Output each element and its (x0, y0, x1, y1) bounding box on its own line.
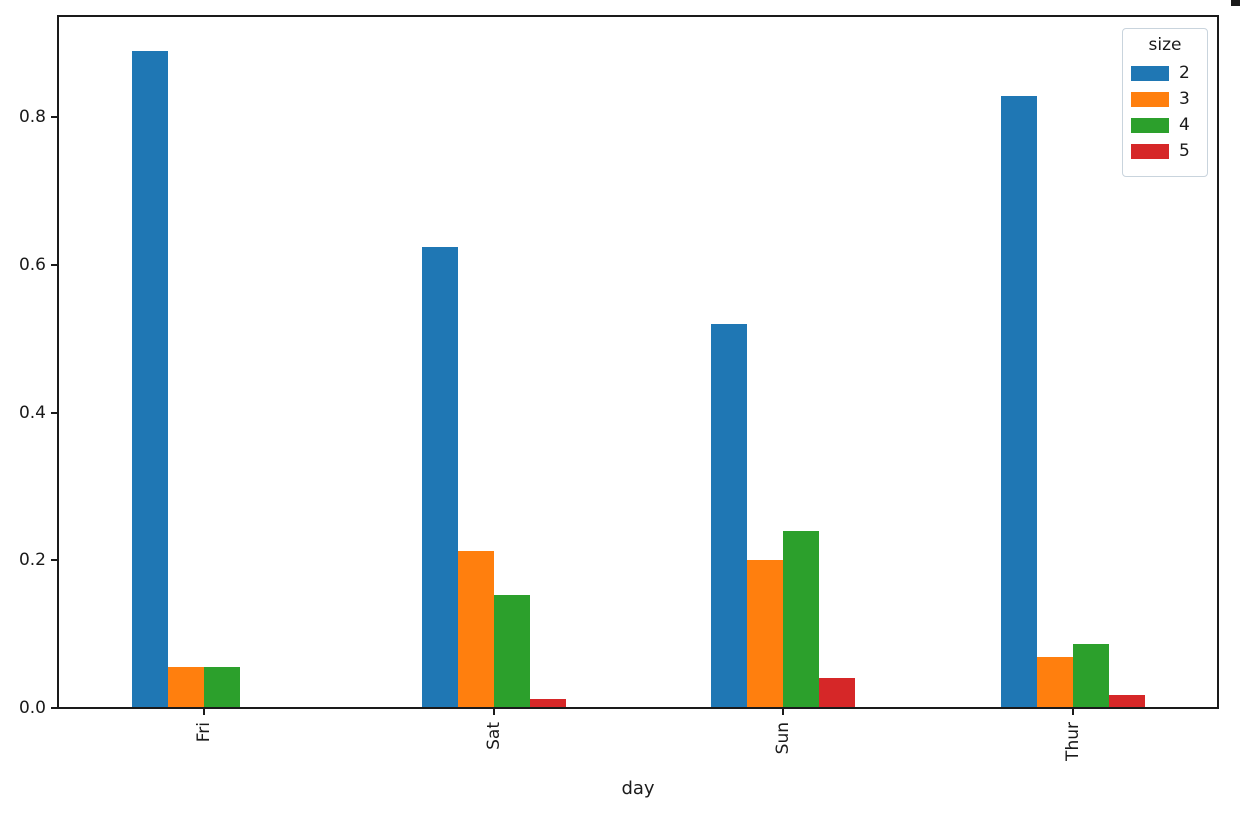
y-tick-label: 0.8 (18, 107, 46, 128)
legend-title: size (1148, 35, 1182, 55)
legend-entry-5: 5 (1131, 143, 1199, 160)
y-tick-mark (51, 559, 58, 562)
x-tick-label-sun: Sun (773, 722, 794, 755)
bar-size3-thur (1037, 657, 1074, 708)
x-tick-mark (782, 709, 785, 715)
bar-size3-fri (167, 666, 204, 708)
bar-size5-sun (819, 678, 856, 708)
bar-size4-fri (203, 666, 240, 708)
bar-size4-thur (1073, 644, 1110, 708)
x-axis-label: day (621, 778, 655, 799)
y-tick-label: 0.4 (18, 402, 46, 423)
legend: size 2 3 4 5 (1122, 28, 1208, 177)
bar-size5-sat (529, 699, 566, 708)
y-tick-label: 0.0 (18, 698, 46, 718)
bar-size3-sun (747, 560, 784, 708)
y-tick-label: 0.2 (18, 550, 46, 571)
x-tick-label-thur: Thur (1063, 722, 1084, 761)
left-spine (57, 15, 59, 709)
x-tick-mark (492, 709, 495, 715)
legend-swatch-2 (1131, 66, 1169, 81)
legend-swatch-3 (1131, 92, 1169, 107)
bottom-spine (57, 707, 1219, 709)
legend-label: 4 (1179, 115, 1190, 135)
right-spine (1217, 15, 1219, 709)
legend-entries: 2 3 4 5 (1131, 65, 1199, 160)
legend-label: 2 (1179, 63, 1190, 83)
legend-label: 3 (1179, 89, 1190, 109)
x-tick-label-fri: Fri (193, 722, 214, 743)
y-tick-label: 0.6 (18, 254, 46, 275)
bar-size4-sat (493, 595, 530, 708)
bar-size2-fri (131, 51, 168, 708)
bar-size3-sat (457, 551, 494, 708)
y-tick-mark (51, 263, 58, 266)
bar-size2-sun (711, 323, 748, 708)
top-spine (57, 15, 1219, 17)
screen-corner-artifact (1231, 0, 1240, 6)
bar-size5-thur (1109, 695, 1146, 708)
x-tick-mark (202, 709, 205, 715)
legend-swatch-5 (1131, 144, 1169, 159)
legend-entry-4: 4 (1131, 117, 1199, 134)
y-tick-mark (51, 411, 58, 414)
x-tick-mark (1072, 709, 1075, 715)
y-tick-mark (51, 707, 58, 709)
legend-entry-3: 3 (1131, 91, 1199, 108)
bar-size2-sat (421, 247, 458, 708)
legend-entry-2: 2 (1131, 65, 1199, 82)
x-tick-label-sat: Sat (483, 722, 504, 750)
legend-swatch-4 (1131, 118, 1169, 133)
y-tick-mark (51, 116, 58, 119)
bar-size4-sun (783, 530, 820, 708)
legend-label: 5 (1179, 141, 1190, 161)
bar-size2-thur (1001, 96, 1038, 708)
